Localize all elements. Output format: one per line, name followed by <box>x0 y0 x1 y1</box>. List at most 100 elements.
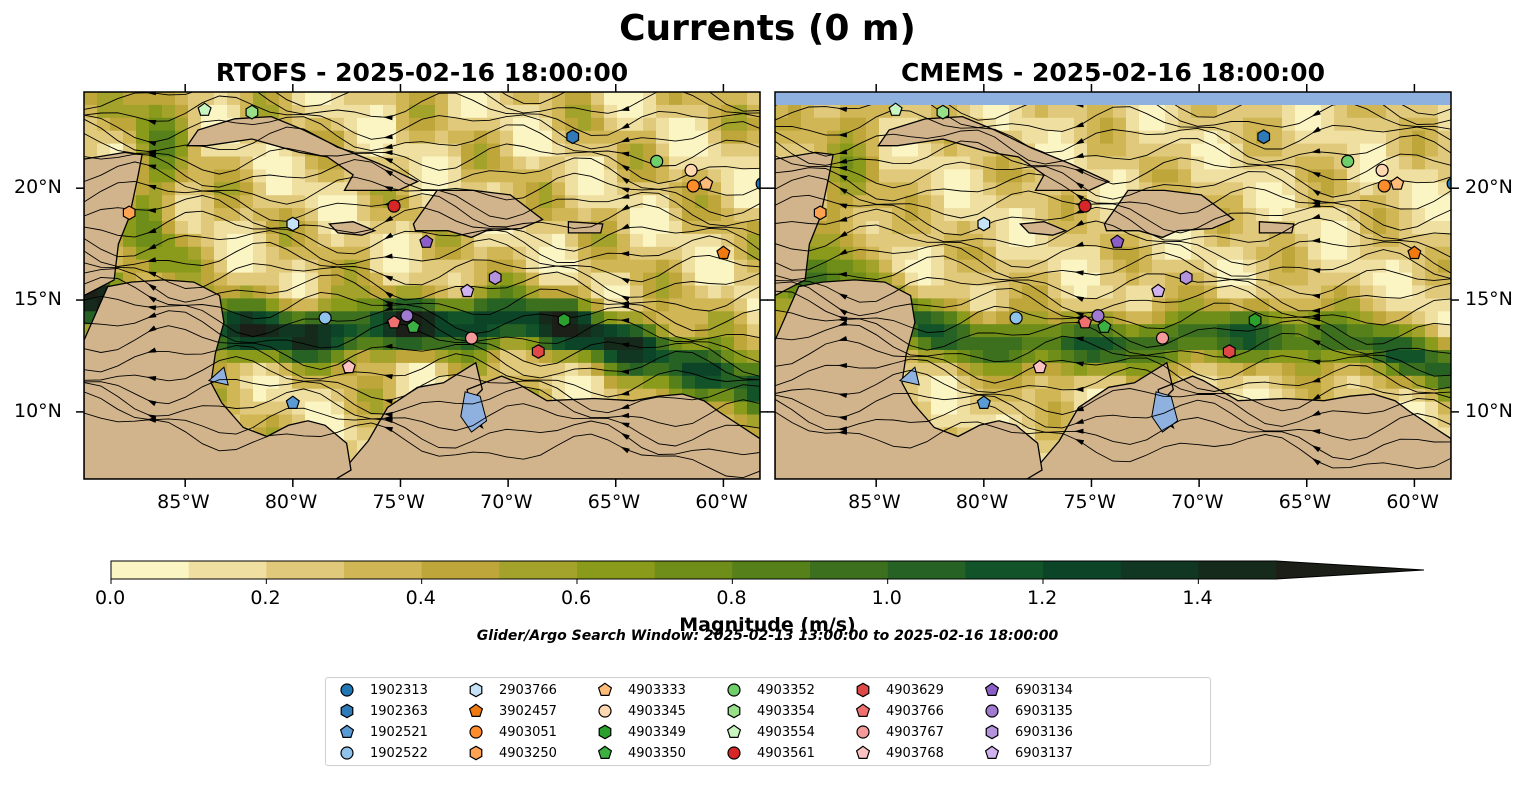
legend-label: 6903134 <box>1015 682 1073 698</box>
platform-4903554 <box>197 102 212 116</box>
legend-item: 4903766 <box>854 702 944 720</box>
platform-4903767 <box>464 331 479 345</box>
legend-marker-6903134 <box>984 682 1000 696</box>
platform-1902522 <box>1009 311 1023 325</box>
legend-marker-4903768 <box>855 745 871 759</box>
colorbar-tick-label: 0.4 <box>405 587 436 609</box>
platform-6903137 <box>460 283 475 298</box>
platform-6903135 <box>1091 309 1105 323</box>
colorbar-segment <box>732 561 811 579</box>
legend-marker <box>340 746 354 760</box>
legend-label: 4903766 <box>886 703 944 719</box>
platform-1902313 <box>1446 177 1451 190</box>
rtofs-map-panel <box>76 84 768 487</box>
lon-tick-label: 80°W <box>264 491 318 513</box>
platform-4903767 <box>1155 331 1170 345</box>
legend-item: 4903561 <box>725 744 815 762</box>
colorbar-segment <box>1120 561 1199 579</box>
lon-tick-label: 75°W <box>1063 491 1116 513</box>
platform-4903333 <box>1390 176 1405 190</box>
legend-marker <box>340 683 354 697</box>
platform-4903250 <box>122 205 136 221</box>
legend-marker-4903051 <box>469 725 483 739</box>
legend-item: 4903333 <box>596 681 686 699</box>
platform-1902521 <box>285 395 300 409</box>
legend-marker <box>597 682 613 696</box>
legend-marker-6903137 <box>984 745 1000 759</box>
legend-marker <box>856 682 870 698</box>
search-window-note: Glider/Argo Search Window: 2025-02-13 13… <box>476 628 1059 644</box>
colorbar-segment <box>654 561 733 579</box>
colorbar-segment <box>965 561 1044 579</box>
platform-4903352 <box>1341 154 1355 168</box>
lon-tick-label: 70°W <box>1171 491 1224 513</box>
legend-label: 4903354 <box>757 703 815 719</box>
lat-tick-label: 10°N <box>1465 399 1513 422</box>
lon-tick-label: 75°W <box>372 491 425 513</box>
legend-label: 3902457 <box>499 703 557 719</box>
legend-item: 1902521 <box>338 723 428 741</box>
legend-item: 4903352 <box>725 681 815 699</box>
legend-item: 4903354 <box>725 702 815 720</box>
map-frame <box>774 91 1452 480</box>
colorbar-segment <box>499 561 578 579</box>
colorbar-tick-label: 0.2 <box>250 587 281 609</box>
legend-marker <box>469 682 483 698</box>
platform-4903561 <box>1078 199 1092 213</box>
legend-marker <box>597 745 613 759</box>
legend-label: 4903554 <box>757 724 815 740</box>
colorbar-segment <box>421 561 500 579</box>
lon-tick-label: 70°W <box>480 491 533 513</box>
colorbar-tick-label: 0.8 <box>716 587 747 609</box>
platform-4903354 <box>936 104 950 120</box>
legend-label: 4903352 <box>757 682 815 698</box>
streamlines <box>775 92 1451 470</box>
legend-marker-4903561 <box>727 746 741 760</box>
legend-marker <box>726 724 742 738</box>
legend-label: 6903135 <box>1015 703 1073 719</box>
legend-marker-4903766 <box>855 703 871 717</box>
lon-tick-label: 65°W <box>587 491 641 513</box>
colorbar-segment <box>577 561 656 579</box>
platform-4903250 <box>813 205 827 221</box>
legend-label: 4903345 <box>628 703 686 719</box>
platform-markers <box>813 102 1451 409</box>
colorbar <box>110 560 1425 584</box>
legend-label: 4903768 <box>886 745 944 761</box>
legend-marker <box>727 683 741 697</box>
legend-marker-4903354 <box>727 703 741 719</box>
platform-4903051 <box>686 179 700 193</box>
legend-marker-4903349 <box>598 724 612 740</box>
legend-marker <box>727 746 741 760</box>
platform-1902363 <box>1257 129 1271 145</box>
platform-6903136 <box>488 270 502 286</box>
legend-item: 1902522 <box>338 744 428 762</box>
legend-item: 2903766 <box>467 681 557 699</box>
legend-label: 4903350 <box>628 745 686 761</box>
lat-tick-label: 10°N <box>14 399 62 422</box>
platform-4903349 <box>557 312 571 328</box>
platform-4903768 <box>341 359 356 374</box>
colorbar-tick-label: 0.0 <box>95 587 126 609</box>
colorbar-segment <box>1198 561 1277 579</box>
legend-label: 4903333 <box>628 682 686 698</box>
legend-item: 6903137 <box>983 744 1073 762</box>
legend-item: 4903350 <box>596 744 686 762</box>
legend-item: 4903768 <box>854 744 944 762</box>
platform-4903345 <box>1375 163 1389 177</box>
streamlines <box>84 92 760 479</box>
legend-label: 4903629 <box>886 682 944 698</box>
lon-tick-label: 85°W <box>848 491 901 513</box>
legend-marker-1902363 <box>340 703 354 719</box>
legend-marker <box>469 745 483 761</box>
legend-marker <box>469 725 483 739</box>
colorbar-tick-label: 1.4 <box>1182 587 1213 609</box>
colorbar-label: Magnitude (m/s) <box>679 614 856 636</box>
platform-1902313 <box>755 177 760 190</box>
colorbar-segment <box>344 561 423 579</box>
lat-tick-label: 20°N <box>14 176 62 199</box>
legend-item: 1902363 <box>338 702 428 720</box>
legend-marker-4903352 <box>727 683 741 697</box>
legend-label: 4903349 <box>628 724 686 740</box>
